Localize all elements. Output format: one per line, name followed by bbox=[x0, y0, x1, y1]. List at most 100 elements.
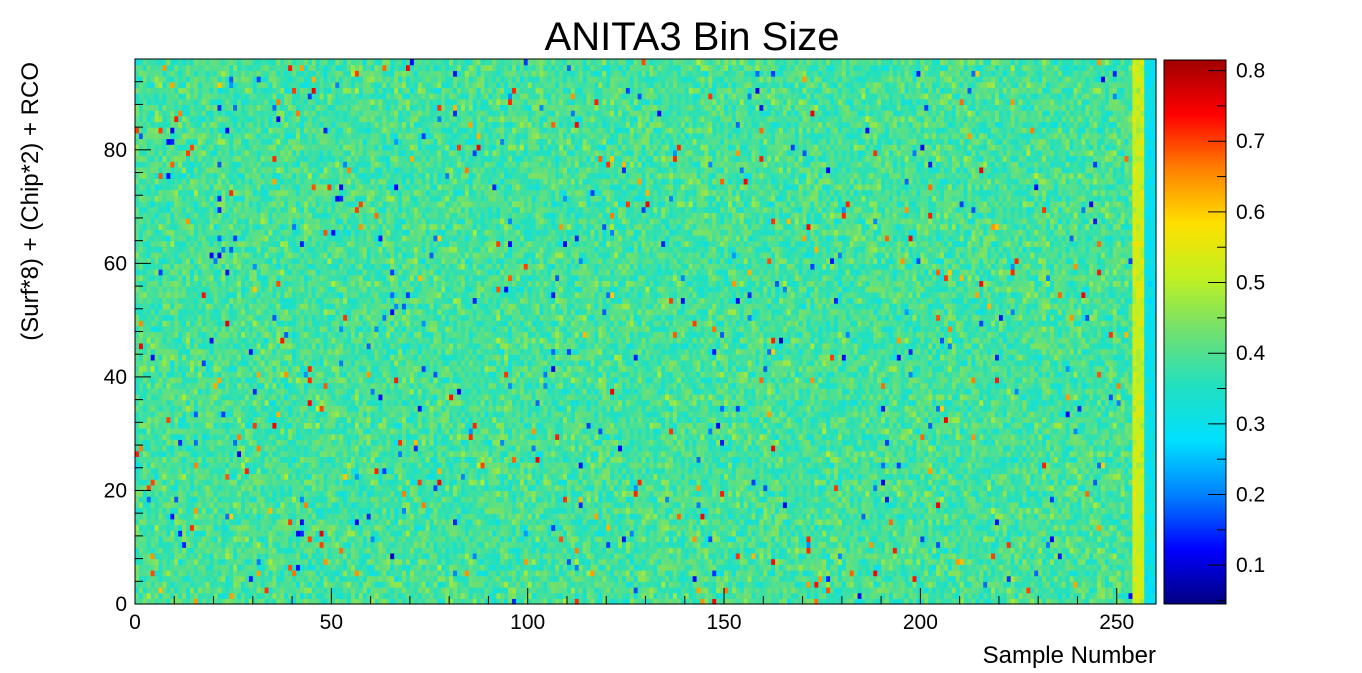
heatmap-cell bbox=[873, 525, 878, 531]
heatmap-cell bbox=[838, 581, 843, 587]
heatmap-cell bbox=[410, 496, 415, 502]
heatmap-cell bbox=[897, 559, 902, 565]
heatmap-cell bbox=[744, 553, 749, 559]
heatmap-cell bbox=[614, 559, 619, 565]
heatmap-cell bbox=[1042, 587, 1047, 593]
heatmap-cell bbox=[272, 581, 277, 587]
heatmap-cell bbox=[606, 553, 611, 559]
heatmap-cell bbox=[834, 530, 839, 536]
heatmap-cell bbox=[481, 536, 486, 542]
heatmap-cell bbox=[316, 564, 321, 570]
heatmap-cell bbox=[371, 507, 376, 513]
heatmap-cell bbox=[638, 564, 643, 570]
heatmap-cell bbox=[1026, 530, 1031, 536]
heatmap-cell bbox=[787, 507, 792, 513]
heatmap-cell bbox=[1026, 507, 1031, 513]
heatmap-cell bbox=[186, 530, 191, 536]
heatmap-cell bbox=[210, 576, 215, 582]
heatmap-cell bbox=[1030, 570, 1035, 576]
heatmap-cell bbox=[732, 502, 737, 508]
heatmap-cell bbox=[779, 587, 784, 593]
heatmap-cell bbox=[1148, 553, 1153, 559]
heatmap-cell bbox=[155, 570, 160, 576]
heatmap-cell bbox=[587, 581, 592, 587]
heatmap-cell bbox=[1003, 542, 1008, 548]
heatmap-cell bbox=[386, 519, 391, 525]
heatmap-cell bbox=[245, 536, 250, 542]
heatmap-cell bbox=[559, 564, 564, 570]
heatmap-cell bbox=[449, 513, 454, 519]
heatmap-cell bbox=[469, 519, 474, 525]
heatmap-cell bbox=[221, 525, 226, 531]
heatmap-cell bbox=[528, 547, 533, 553]
heatmap-cell bbox=[995, 496, 1000, 502]
heatmap-cell bbox=[296, 507, 301, 513]
heatmap-cell bbox=[634, 496, 639, 502]
heatmap-cell bbox=[1077, 530, 1082, 536]
heatmap-cell bbox=[516, 496, 521, 502]
heatmap-cell bbox=[1077, 542, 1082, 548]
heatmap-cell bbox=[865, 581, 870, 587]
heatmap-cell bbox=[1038, 587, 1043, 593]
heatmap-cell bbox=[677, 513, 682, 519]
heatmap-cell bbox=[174, 553, 179, 559]
heatmap-cell bbox=[991, 547, 996, 553]
heatmap-cell bbox=[1085, 576, 1090, 582]
heatmap-cell bbox=[901, 564, 906, 570]
heatmap-cell bbox=[622, 519, 627, 525]
heatmap-cell bbox=[339, 564, 344, 570]
heatmap-cell bbox=[559, 559, 564, 565]
heatmap-cell bbox=[335, 593, 340, 599]
heatmap-cell bbox=[1085, 559, 1090, 565]
heatmap-cell bbox=[681, 564, 686, 570]
heatmap-cell bbox=[162, 570, 167, 576]
heatmap-cell bbox=[712, 576, 717, 582]
heatmap-cell bbox=[1113, 513, 1118, 519]
heatmap-cell bbox=[214, 530, 219, 536]
heatmap-cell bbox=[748, 536, 753, 542]
heatmap-cell bbox=[139, 570, 144, 576]
heatmap-cell bbox=[465, 513, 470, 519]
heatmap-cell bbox=[300, 547, 305, 553]
heatmap-cell bbox=[559, 581, 564, 587]
heatmap-cell bbox=[1015, 513, 1020, 519]
heatmap-cell bbox=[1034, 496, 1039, 502]
heatmap-cell bbox=[375, 593, 380, 599]
heatmap-cell bbox=[602, 513, 607, 519]
heatmap-cell bbox=[1022, 593, 1027, 599]
heatmap-cell bbox=[555, 530, 560, 536]
heatmap-cell bbox=[194, 587, 199, 593]
heatmap-cell bbox=[622, 587, 627, 593]
heatmap-cell bbox=[936, 536, 941, 542]
heatmap-cell bbox=[708, 530, 713, 536]
heatmap-cell bbox=[606, 496, 611, 502]
heatmap-cell bbox=[940, 559, 945, 565]
heatmap-cell bbox=[869, 496, 874, 502]
heatmap-cell bbox=[457, 519, 462, 525]
heatmap-cell bbox=[257, 507, 262, 513]
heatmap-cell bbox=[1030, 542, 1035, 548]
heatmap-cell bbox=[532, 587, 537, 593]
heatmap-cell bbox=[681, 559, 686, 565]
heatmap-cell bbox=[987, 502, 992, 508]
heatmap-cell bbox=[909, 570, 914, 576]
heatmap-cell bbox=[693, 530, 698, 536]
heatmap-cell bbox=[547, 530, 552, 536]
heatmap-cell bbox=[999, 507, 1004, 513]
heatmap-cell bbox=[677, 530, 682, 536]
heatmap-cell bbox=[237, 525, 242, 531]
heatmap-cell bbox=[280, 593, 285, 599]
heatmap-cell bbox=[924, 593, 929, 599]
heatmap-cell bbox=[139, 564, 144, 570]
heatmap-cell bbox=[155, 542, 160, 548]
heatmap-cell bbox=[284, 593, 289, 599]
heatmap-cell bbox=[214, 547, 219, 553]
heatmap-cell bbox=[316, 559, 321, 565]
heatmap-cell bbox=[1062, 593, 1067, 599]
heatmap-cell bbox=[418, 502, 423, 508]
heatmap-cell bbox=[363, 581, 368, 587]
heatmap-cell bbox=[889, 576, 894, 582]
heatmap-cell bbox=[940, 536, 945, 542]
heatmap-cell bbox=[704, 536, 709, 542]
heatmap-cell bbox=[135, 547, 140, 553]
